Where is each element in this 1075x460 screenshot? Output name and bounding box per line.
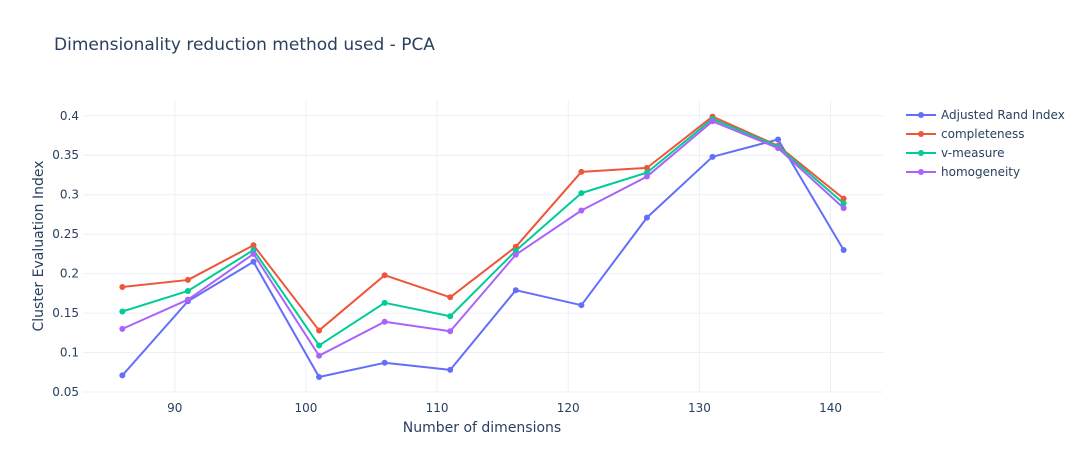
x-tick-label: 140 <box>819 401 842 415</box>
data-point-adjusted-rand-index <box>512 287 519 294</box>
y-tick-label: 0.4 <box>60 109 79 123</box>
y-tick-label: 0.3 <box>60 188 79 202</box>
legend-item-v-measure[interactable]: v-measure <box>906 146 1004 160</box>
y-tick-label: 0.25 <box>52 227 79 241</box>
x-tick-label: 120 <box>557 401 580 415</box>
y-tick-label: 0.05 <box>52 385 79 399</box>
x-axis-ticks: 90 100 110 120 130 140 <box>167 401 842 415</box>
data-point-completeness <box>381 272 388 279</box>
data-point-homogeneity <box>250 250 257 257</box>
x-tick-label: 100 <box>294 401 317 415</box>
data-point-homogeneity <box>184 296 191 303</box>
data-point-v-measure <box>578 190 585 197</box>
legend-marker <box>918 150 924 156</box>
chart-title: Dimensionality reduction method used - P… <box>54 35 435 55</box>
y-tick-label: 0.35 <box>52 148 79 162</box>
legend-marker <box>918 112 924 118</box>
data-point-adjusted-rand-index <box>709 153 716 160</box>
data-point-adjusted-rand-index <box>578 302 585 309</box>
data-point-completeness <box>316 327 323 334</box>
data-point-v-measure <box>381 299 388 306</box>
data-point-completeness <box>250 242 257 249</box>
legend[interactable]: Adjusted Rand Index completeness v-measure… <box>906 108 1065 179</box>
data-point-v-measure <box>840 200 847 207</box>
data-point-completeness <box>119 284 126 291</box>
series-line-adjusted-rand-index <box>121 138 845 379</box>
legend-marker <box>918 169 924 175</box>
legend-item-homogeneity[interactable]: homogeneity <box>906 165 1020 179</box>
data-point-adjusted-rand-index <box>119 372 126 379</box>
data-point-adjusted-rand-index <box>840 246 847 253</box>
x-tick-label: 130 <box>688 401 711 415</box>
data-point-completeness <box>840 195 847 202</box>
series-line-homogeneity <box>121 120 845 357</box>
data-point-adjusted-rand-index <box>250 258 257 265</box>
x-tick-label: 110 <box>426 401 449 415</box>
data-point-homogeneity <box>643 173 650 180</box>
data-point-v-measure <box>119 308 126 315</box>
data-point-homogeneity <box>316 352 323 359</box>
data-point-homogeneity <box>840 205 847 212</box>
data-point-completeness <box>643 164 650 171</box>
series-line-completeness <box>122 115 845 332</box>
legend-label: homogeneity <box>941 165 1020 179</box>
y-tick-label: 0.2 <box>60 267 79 281</box>
data-point-adjusted-rand-index <box>643 214 650 221</box>
data-point-completeness <box>578 168 585 175</box>
data-point-adjusted-rand-index <box>775 136 782 143</box>
data-point-homogeneity <box>775 145 782 152</box>
data-point-adjusted-rand-index <box>316 374 323 381</box>
legend-label: v-measure <box>941 146 1004 160</box>
y-axis-title: Cluster Evaluation Index <box>31 160 47 331</box>
data-point-homogeneity <box>119 325 126 332</box>
series-line-v-measure <box>122 117 845 347</box>
data-point-homogeneity <box>381 318 388 325</box>
data-point-homogeneity <box>709 118 716 125</box>
data-point-completeness <box>184 276 191 283</box>
x-axis-title: Number of dimensions <box>403 420 561 436</box>
legend-label: Adjusted Rand Index <box>941 108 1065 122</box>
y-tick-label: 0.15 <box>52 306 79 320</box>
data-point-homogeneity <box>512 251 519 258</box>
grid <box>83 100 883 393</box>
data-point-homogeneity <box>447 328 454 335</box>
data-point-v-measure <box>447 313 454 320</box>
data-point-v-measure <box>316 342 323 349</box>
x-tick-label: 90 <box>167 401 182 415</box>
series-lines <box>121 115 845 379</box>
legend-item-adjusted-rand-index[interactable]: Adjusted Rand Index <box>906 108 1065 122</box>
data-point-adjusted-rand-index <box>447 366 454 373</box>
data-point-homogeneity <box>578 207 585 214</box>
y-tick-label: 0.1 <box>60 346 79 360</box>
legend-label: completeness <box>941 127 1025 141</box>
data-point-completeness <box>447 294 454 301</box>
legend-marker <box>918 131 924 137</box>
legend-item-completeness[interactable]: completeness <box>906 127 1025 141</box>
series-points <box>119 113 847 381</box>
y-axis-ticks: 0.05 0.1 0.15 0.2 0.25 0.3 0.35 0.4 <box>52 109 79 399</box>
data-point-adjusted-rand-index <box>381 359 388 366</box>
data-point-v-measure <box>184 287 191 294</box>
